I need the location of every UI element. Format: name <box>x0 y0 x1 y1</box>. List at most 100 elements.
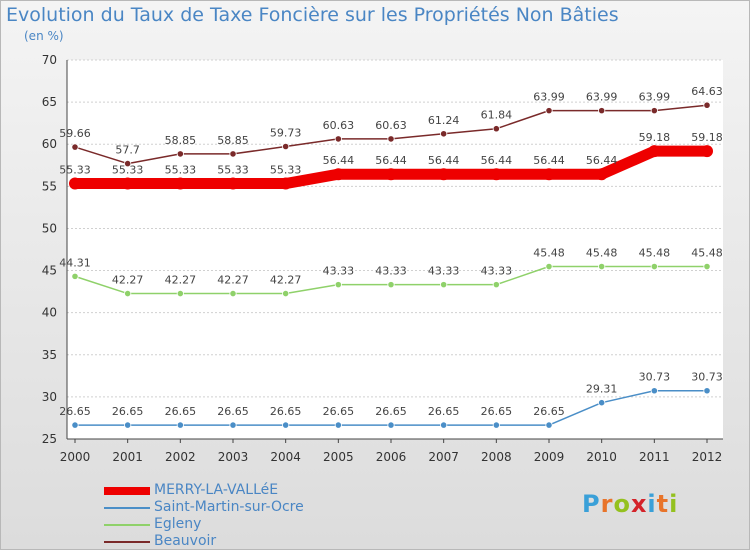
data-label: 26.65 <box>481 405 513 418</box>
data-label: 56.44 <box>586 154 618 167</box>
legend-swatch <box>104 541 150 543</box>
data-label: 59.18 <box>691 131 723 144</box>
data-label: 43.33 <box>375 265 407 278</box>
data-point <box>648 145 661 158</box>
data-point <box>387 135 395 143</box>
data-label: 63.99 <box>586 91 618 104</box>
data-label: 58.85 <box>217 134 249 147</box>
data-point <box>490 168 503 181</box>
data-point <box>227 177 239 190</box>
data-point <box>332 168 345 181</box>
data-label: 43.33 <box>428 265 460 278</box>
data-point <box>598 262 606 271</box>
legend-item: Egleny <box>104 516 404 533</box>
data-point <box>440 421 448 429</box>
data-point <box>440 281 448 289</box>
x-tick-label: 2001 <box>112 450 143 464</box>
data-label: 55.33 <box>217 164 249 177</box>
data-point <box>703 101 711 109</box>
data-label: 58.85 <box>165 134 197 147</box>
data-point <box>71 272 79 280</box>
data-point <box>650 262 658 271</box>
data-point <box>229 421 237 429</box>
data-point <box>492 421 500 429</box>
data-point <box>69 177 81 190</box>
data-label: 26.65 <box>323 405 355 418</box>
data-label: 57.7 <box>115 144 140 157</box>
data-point <box>440 130 448 138</box>
data-point <box>229 289 237 298</box>
data-label: 56.44 <box>481 154 513 167</box>
data-label: 30.73 <box>691 371 723 384</box>
data-label: 45.48 <box>691 247 723 260</box>
data-point <box>650 107 658 115</box>
data-label: 61.24 <box>428 114 460 127</box>
y-tick-label: 55 <box>42 179 57 193</box>
y-tick-label: 45 <box>42 264 57 278</box>
data-label: 26.65 <box>428 405 460 418</box>
data-point <box>124 289 132 298</box>
data-label: 45.48 <box>533 247 565 260</box>
data-point <box>282 421 290 429</box>
y-tick-label: 60 <box>42 137 57 151</box>
legend-label: Egleny <box>154 516 202 532</box>
x-tick-label: 2011 <box>639 450 670 464</box>
data-label: 59.73 <box>270 126 302 139</box>
data-point <box>71 143 79 151</box>
x-tick-label: 2010 <box>586 450 617 464</box>
data-point <box>334 421 342 429</box>
legend-swatch <box>104 507 150 509</box>
proxiti-logo: Proxiti <box>582 490 679 518</box>
data-label: 64.63 <box>691 85 723 98</box>
data-point <box>334 135 342 143</box>
data-label: 26.65 <box>533 405 565 418</box>
data-point <box>176 150 184 158</box>
data-label: 56.44 <box>428 154 460 167</box>
data-point <box>650 387 658 395</box>
data-point <box>124 421 132 429</box>
x-tick-label: 2008 <box>481 450 512 464</box>
data-label: 59.66 <box>59 127 91 140</box>
data-label: 26.65 <box>112 405 144 418</box>
data-point <box>71 421 79 429</box>
legend-label: Beauvoir <box>154 533 217 549</box>
y-tick-label: 65 <box>42 95 57 109</box>
data-point <box>124 159 132 168</box>
data-label: 26.65 <box>165 405 197 418</box>
data-point <box>121 177 134 190</box>
data-label: 42.27 <box>217 274 249 287</box>
plot-area <box>67 60 723 439</box>
data-point <box>282 289 290 298</box>
data-point <box>545 421 553 429</box>
data-label: 42.27 <box>270 274 302 287</box>
data-point <box>437 168 450 181</box>
data-label: 43.33 <box>323 265 355 278</box>
data-label: 26.65 <box>59 405 91 418</box>
data-label: 55.33 <box>59 164 91 177</box>
x-tick-label: 2009 <box>534 450 565 464</box>
data-label: 45.48 <box>586 247 618 260</box>
y-tick-label: 70 <box>42 53 57 67</box>
x-tick-label: 2004 <box>270 450 301 464</box>
data-label: 26.65 <box>217 405 249 418</box>
data-point <box>543 168 555 181</box>
data-point <box>279 177 292 190</box>
data-point <box>176 421 184 429</box>
y-tick-label: 35 <box>42 348 57 362</box>
data-point <box>545 262 553 271</box>
data-label: 29.31 <box>586 383 618 396</box>
data-label: 56.44 <box>375 154 407 167</box>
data-label: 63.99 <box>639 91 671 104</box>
legend-item: Beauvoir <box>104 533 404 550</box>
data-label: 42.27 <box>165 274 197 287</box>
data-point <box>703 387 711 395</box>
data-label: 55.33 <box>270 164 302 177</box>
data-label: 55.33 <box>165 164 197 177</box>
x-tick-label: 2003 <box>218 450 249 464</box>
data-point <box>492 281 500 289</box>
data-point <box>492 125 500 133</box>
data-label: 60.63 <box>375 119 407 132</box>
data-point <box>701 145 713 158</box>
data-label: 26.65 <box>375 405 407 418</box>
